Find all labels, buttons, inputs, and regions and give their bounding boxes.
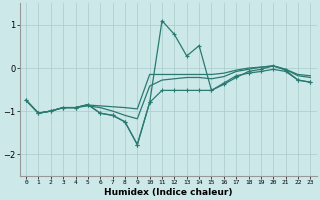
X-axis label: Humidex (Indice chaleur): Humidex (Indice chaleur) [104,188,232,197]
